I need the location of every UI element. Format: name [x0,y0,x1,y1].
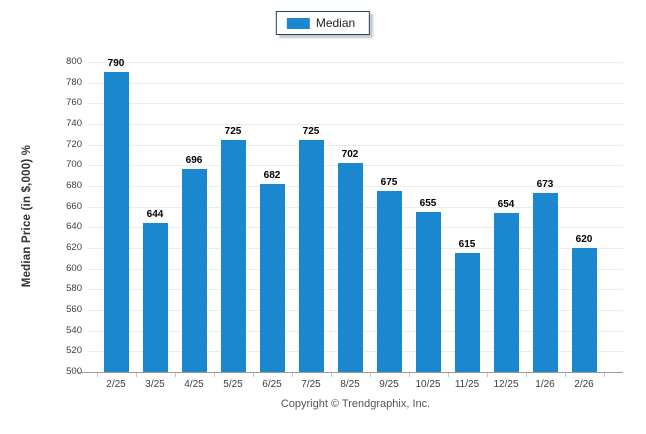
x-axis-tick [525,373,527,377]
bar [298,139,324,372]
bar-value-label: 696 [185,155,203,167]
y-tick-label: 680 [66,180,82,191]
x-axis-tick [369,373,371,377]
gridline [88,144,623,146]
legend-label-median: Median [315,16,356,30]
y-tick-label: 780 [66,76,82,88]
gridline [88,103,623,105]
bar [103,72,129,372]
y-tick-label: 660 [66,200,82,212]
bar-value-label: 682 [263,169,281,181]
x-tick-label: 10/25 [415,379,441,390]
y-axis-title: Median Price (in $,000) % [21,144,33,288]
gridline [88,82,623,84]
legend: Median [275,11,371,35]
y-tick-label: 720 [66,138,82,150]
bar-value-label: 644 [146,209,164,221]
bar-value-label: 655 [419,197,437,209]
y-tick-label: 580 [66,283,82,295]
y-tick-label: 540 [66,324,82,336]
x-tick-label: 2/25 [106,379,126,390]
bar-value-label: 673 [536,179,554,191]
bar-value-label: 790 [107,58,125,70]
bar [220,139,246,372]
x-axis-tick [330,373,332,377]
bar [337,163,363,372]
x-axis-tick [96,373,98,377]
y-tick-label: 700 [66,159,82,171]
x-tick-label: 9/25 [379,379,399,390]
bar [142,223,168,372]
bar [571,248,597,372]
plot-area: 500 520 540 560 580 600 620 640 660 680 700 720 740 7… [66,57,623,390]
bar [415,211,441,372]
bar-value-label: 620 [575,234,593,245]
bar [493,212,519,372]
y-tick-label: 800 [66,56,82,67]
x-tick-label: 4/25 [184,379,204,390]
x-axis-tick [564,373,566,377]
bar-value-label: 702 [341,149,359,161]
x-axis-tick [135,373,137,377]
x-axis-tick [408,373,410,377]
x-axis-tick [213,373,215,377]
bar-value-label: 654 [497,198,515,210]
y-tick-label: 620 [66,242,82,253]
x-tick-label: 11/25 [454,379,480,390]
x-axis-tick [252,373,254,377]
x-tick-label: 8/25 [340,379,360,390]
bar-value-label: 615 [458,239,476,251]
y-tick-label: 760 [66,97,82,109]
x-tick-label: 6/25 [262,379,282,390]
y-tick-label: 500 [66,366,82,377]
bar [181,169,207,372]
legend-swatch-median [286,17,310,29]
y-tick-label: 560 [66,304,82,315]
bar [532,193,558,372]
x-tick-label: 7/25 [301,379,321,390]
x-tick-label: 5/25 [223,379,243,390]
x-axis-tick [486,373,488,377]
x-axis-line [78,372,623,373]
copyright-text: Copyright © Trendgraphix, Inc. [280,398,431,410]
bar-value-label: 725 [224,125,242,137]
bar [259,183,285,372]
y-tick-label: 640 [66,221,82,233]
x-axis-tick [291,373,293,377]
y-tick-label: 520 [66,345,82,357]
gridline [88,124,623,125]
x-tick-label: 2/26 [574,379,594,390]
x-axis-tick [447,373,449,377]
x-axis-tick [603,373,605,377]
x-tick-label: 12/25 [493,379,519,390]
x-axis-tick [174,373,176,377]
bar [454,253,480,372]
gridline [88,62,623,63]
bar-value-label: 675 [380,177,398,189]
x-tick-label: 1/26 [535,379,555,390]
bar [376,191,402,372]
y-tick-label: 740 [66,118,82,129]
x-tick-label: 3/25 [145,379,165,390]
y-tick-label: 600 [66,262,82,274]
bar-value-label: 725 [302,125,320,137]
